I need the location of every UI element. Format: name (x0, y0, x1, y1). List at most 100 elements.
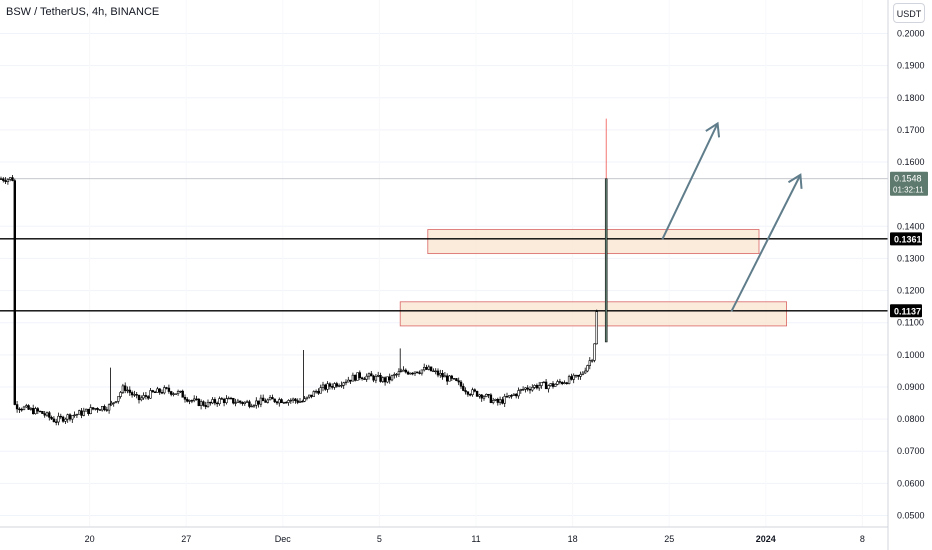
candle-body (204, 405, 207, 408)
candle (193, 395, 196, 403)
candle-body (526, 387, 529, 390)
candle-body (452, 378, 456, 380)
candle (43, 410, 46, 418)
candle (213, 397, 217, 406)
support-zone (399, 301, 788, 327)
candle (45, 411, 49, 417)
candle-body (124, 385, 127, 391)
candle-body (38, 410, 42, 413)
candle-body (174, 393, 177, 395)
candle-body (301, 400, 304, 403)
candle (289, 398, 292, 404)
candle-body (22, 406, 26, 410)
candle-body (326, 383, 329, 390)
candle (190, 399, 194, 404)
y-tick-label: 0.0700 (897, 446, 925, 456)
candle-body (36, 408, 40, 412)
candle-body (25, 405, 28, 408)
candle-body (31, 407, 35, 415)
candle (342, 381, 345, 389)
candle-body (222, 398, 226, 404)
candle-body (229, 397, 233, 400)
candle-body (13, 180, 16, 405)
candle (466, 391, 470, 397)
candle (517, 387, 520, 399)
candle-body (540, 382, 543, 386)
candle-body (71, 415, 74, 420)
candle (206, 399, 210, 408)
candle (586, 364, 589, 373)
candle (482, 395, 486, 401)
candle-body (181, 390, 184, 398)
candle-body (2, 178, 5, 181)
candle-body (376, 375, 380, 377)
candle (273, 398, 276, 404)
candle-body (319, 387, 322, 394)
candle-body (193, 398, 196, 402)
candle-body (390, 375, 394, 381)
y-tick-label: 0.1100 (897, 318, 924, 328)
candle (133, 390, 136, 398)
candle-body (337, 385, 341, 387)
candle-body (558, 381, 562, 383)
candle (386, 376, 389, 384)
candle-body (312, 391, 315, 397)
candle (402, 366, 405, 372)
candle (80, 407, 83, 419)
candle-body (140, 397, 143, 401)
price-axis[interactable]: 0.2000 0.1900 0.1800 0.1700 0.1600 0.1400 0.13… (897, 29, 925, 521)
candle-body (291, 398, 295, 401)
candle (381, 376, 384, 383)
candle-body (363, 378, 366, 380)
candle (252, 404, 256, 408)
candle (38, 410, 42, 413)
candle (480, 394, 483, 402)
candle-body (259, 397, 263, 405)
y-tick-label: 0.2000 (897, 29, 925, 39)
candle-body (54, 421, 58, 423)
candle-body (199, 401, 203, 406)
target-arrow[interactable] (661, 121, 721, 240)
y-tick-label: 0.1300 (897, 253, 925, 263)
candle (199, 399, 203, 410)
candle-body (59, 415, 63, 418)
candle (218, 396, 221, 406)
candle (257, 400, 260, 408)
candle-body (551, 383, 555, 387)
candle-body (151, 390, 154, 393)
candle-body (4, 180, 7, 183)
candle-body (296, 400, 299, 403)
time-axis[interactable]: 2027Dec51118252024815 (85, 534, 932, 544)
x-tick-label: 5 (377, 534, 382, 544)
candle-body (236, 400, 240, 403)
candle (296, 398, 299, 405)
candle (305, 396, 309, 401)
candle (211, 397, 214, 405)
candle (124, 382, 127, 394)
candle-body (45, 412, 49, 416)
candle (34, 406, 37, 415)
candle (73, 411, 76, 418)
candle (294, 398, 297, 404)
candle (174, 393, 177, 395)
candle (202, 400, 205, 407)
target-arrow[interactable] (730, 173, 803, 312)
candle-body (289, 399, 292, 402)
candle (142, 392, 145, 400)
candle-body (170, 391, 173, 395)
candle (537, 381, 541, 391)
candle (87, 408, 90, 416)
y-tick-label: 0.1000 (897, 350, 925, 360)
arrow-head (705, 121, 721, 138)
candle (248, 399, 251, 409)
candle-body (213, 399, 217, 404)
candle-body (89, 407, 92, 414)
candle-body (133, 394, 136, 396)
candle (27, 404, 30, 410)
candle (176, 389, 180, 396)
candle (20, 407, 23, 412)
candle-body (411, 372, 414, 375)
candle (298, 397, 302, 403)
currency-badge[interactable]: USDT (893, 3, 925, 23)
